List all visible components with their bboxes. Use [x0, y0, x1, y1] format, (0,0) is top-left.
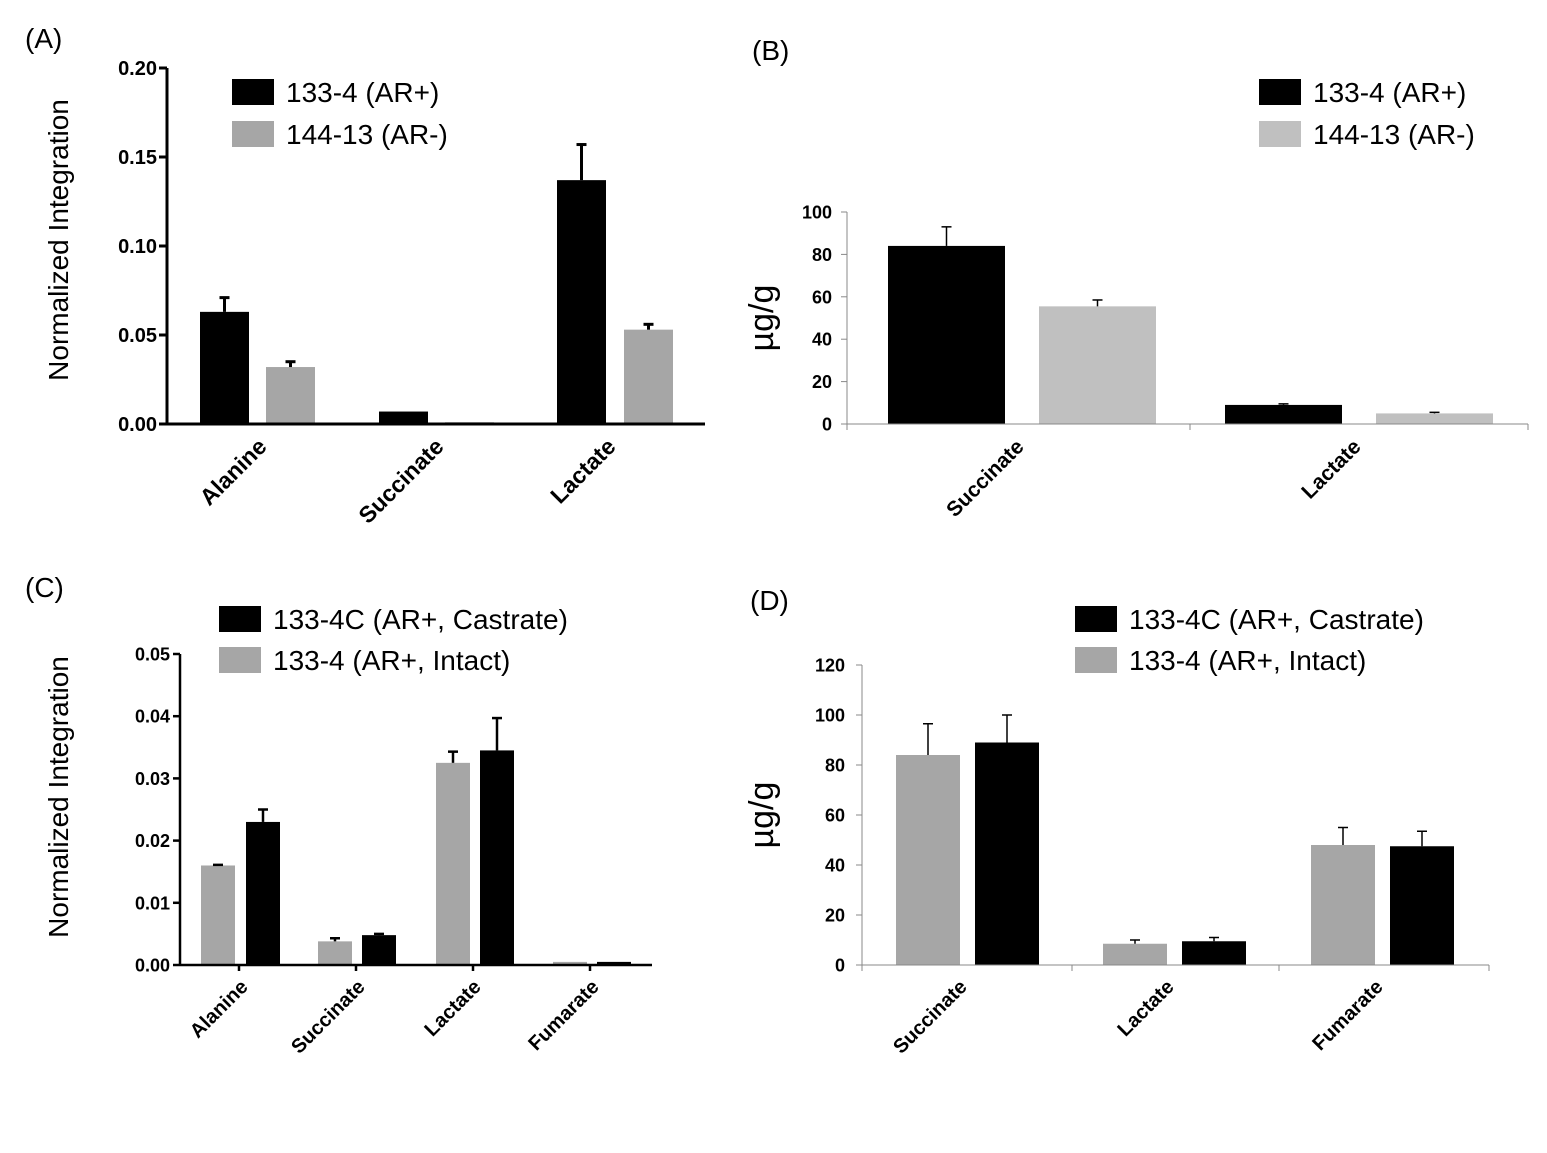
legend-label: 144-13 (AR-)	[286, 119, 448, 150]
y-tick-label: 60	[825, 805, 845, 825]
bar-133-4c-ar-castrate--lactate	[1182, 941, 1246, 965]
bar-133-4-ar--succinate	[379, 411, 428, 424]
y-tick-label: 0.00	[118, 414, 157, 436]
panel-label: (A)	[25, 23, 62, 54]
legend-label: 133-4C (AR+, Castrate)	[273, 604, 568, 635]
bar-133-4-ar-intact--lactate	[1103, 943, 1167, 965]
y-tick-label: 0	[835, 955, 845, 975]
panel-label: (D)	[750, 585, 789, 616]
y-tick-label: 60	[812, 287, 832, 307]
bar-133-4-ar-intact--fumarate	[553, 961, 587, 965]
bar-144-13-ar--lactate	[1376, 413, 1493, 424]
legend-swatch	[1075, 606, 1117, 632]
bar-133-4c-ar-castrate--lactate	[480, 750, 514, 965]
bar-133-4c-ar-castrate--fumarate	[1390, 846, 1454, 965]
x-category-label: Lactate	[1297, 435, 1365, 503]
x-category-label: Alanine	[186, 976, 253, 1043]
y-tick-label: 0.10	[118, 236, 157, 258]
y-tick-label: 80	[812, 245, 832, 265]
y-tick-label: 120	[815, 655, 845, 675]
bar-133-4-ar-intact--succinate	[318, 941, 352, 965]
legend-swatch	[1075, 647, 1117, 673]
bar-133-4-ar--lactate	[1225, 404, 1342, 424]
x-category-label: Lactate	[420, 976, 485, 1041]
bar-133-4-ar--alanine	[200, 311, 249, 424]
bar-133-4-ar-intact--succinate	[896, 755, 960, 965]
legend-swatch	[219, 606, 261, 632]
y-tick-label: 0.15	[118, 147, 157, 169]
y-tick-label: 20	[825, 905, 845, 925]
y-tick-label: 80	[825, 755, 845, 775]
bar-133-4c-ar-castrate--fumarate	[597, 961, 631, 965]
legend-swatch	[219, 647, 261, 673]
legend-label: 133-4C (AR+, Castrate)	[1129, 604, 1424, 635]
chart-panel-c: (C) 0.00 0.01 0.02 0.03 0.04 0.05 Alanine Succin…	[25, 572, 652, 1058]
x-category-label: Succinate	[353, 433, 448, 528]
legend-label: 133-4 (AR+, Intact)	[273, 645, 510, 676]
y-tick-label: 0.20	[118, 58, 157, 80]
y-tick-label: 100	[802, 202, 832, 222]
y-axis-title: µg/g	[743, 782, 781, 849]
bar-133-4c-ar-castrate--succinate	[362, 935, 396, 965]
bar-133-4-ar--succinate	[888, 245, 1005, 424]
x-category-label: Lactate	[545, 433, 620, 508]
x-category-label: Lactate	[1113, 976, 1178, 1041]
y-tick-label: 20	[812, 372, 832, 392]
y-tick-label: 0.04	[135, 707, 170, 727]
x-category-label: Fumarate	[1308, 976, 1387, 1055]
x-category-label: Succinate	[942, 435, 1028, 521]
legend-swatch	[1259, 121, 1301, 147]
y-tick-label: 0.02	[135, 831, 170, 851]
x-category-label: Alanine	[194, 433, 271, 510]
x-category-label: Succinate	[287, 976, 369, 1058]
y-tick-label: 0.01	[135, 893, 170, 913]
bar-144-13-ar--alanine	[266, 367, 315, 424]
y-axis-title: Normalized Integration	[43, 656, 74, 938]
legend-label: 144-13 (AR-)	[1313, 119, 1475, 150]
legend-label: 133-4 (AR+)	[1313, 77, 1466, 108]
legend-label: 133-4 (AR+)	[286, 77, 439, 108]
x-category-label: Succinate	[889, 976, 971, 1058]
bar-133-4-ar-intact--fumarate	[1311, 845, 1375, 965]
y-tick-label: 0.05	[135, 644, 170, 664]
legend-swatch	[232, 121, 274, 147]
bar-133-4c-ar-castrate--alanine	[246, 821, 280, 965]
y-tick-label: 40	[825, 855, 845, 875]
bar-133-4c-ar-castrate--succinate	[975, 742, 1039, 965]
y-axis-title: Normalized Integration	[43, 99, 74, 381]
y-tick-label: 0.00	[135, 955, 170, 975]
y-tick-label: 100	[815, 705, 845, 725]
bar-133-4-ar-intact--lactate	[436, 762, 470, 965]
y-tick-label: 40	[812, 330, 832, 350]
legend-label: 133-4 (AR+, Intact)	[1129, 645, 1366, 676]
bar-133-4-ar-intact--alanine	[201, 865, 235, 965]
panel-label: (C)	[25, 572, 64, 603]
bar-144-13-ar--lactate	[624, 329, 673, 424]
bar-133-4-ar--lactate	[557, 180, 606, 424]
panel-label: (B)	[752, 35, 789, 66]
y-axis-title: µg/g	[743, 285, 781, 352]
x-category-label: Fumarate	[524, 976, 603, 1055]
chart-panel-d: (D) 0 20 40 60 80 100 120 Succinate Lactate Fumara…	[743, 585, 1490, 1058]
legend-swatch	[232, 79, 274, 105]
y-tick-label: 0	[822, 414, 832, 434]
legend-swatch	[1259, 79, 1301, 105]
y-tick-label: 0.05	[118, 325, 157, 347]
y-tick-label: 0.03	[135, 769, 170, 789]
bar-144-13-ar--succinate	[1039, 306, 1156, 424]
chart-panel-a: (A) 0.00 0.05 0.10 0.15 0.20 Alanine Succinate L…	[25, 23, 705, 528]
chart-panel-b: (B) 0 20 40 60 80 100 Succinate Lactate µg/g 133-4…	[743, 35, 1529, 522]
